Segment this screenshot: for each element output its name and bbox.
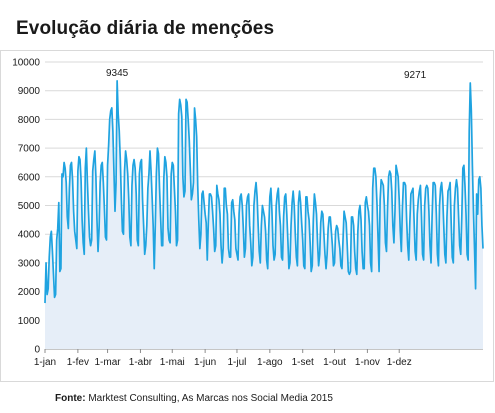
x-tick-label: 1-mai xyxy=(160,357,185,368)
page-title: Evolução diária de menções xyxy=(16,18,275,39)
y-tick-label: 6000 xyxy=(18,172,41,183)
y-tick-label: 3000 xyxy=(18,258,41,269)
x-tick-label: 1-abr xyxy=(129,357,153,368)
source-text: Marktest Consulting, As Marcas nos Socia… xyxy=(88,393,333,404)
source-label: Fonte: xyxy=(55,393,86,404)
x-tick-label: 1-out xyxy=(323,357,346,368)
chart-frame xyxy=(0,50,494,382)
x-tick-label: 1-jan xyxy=(34,357,56,368)
y-tick-label: 1000 xyxy=(18,316,41,327)
x-tick-label: 1-dez xyxy=(387,357,412,368)
x-tick-label: 1-nov xyxy=(355,357,380,368)
source-note: Fonte: Marktest Consulting, As Marcas no… xyxy=(55,393,333,404)
x-tick-label: 1-jul xyxy=(228,357,247,368)
y-tick-label: 0 xyxy=(34,345,40,356)
x-tick-label: 1-ago xyxy=(257,357,283,368)
peak-annotation: 9345 xyxy=(106,68,129,79)
x-tick-label: 1-mar xyxy=(95,357,122,368)
y-tick-label: 5000 xyxy=(18,201,41,212)
x-tick-label: 1-set xyxy=(292,357,314,368)
y-tick-label: 7000 xyxy=(18,144,41,155)
series-line xyxy=(44,79,484,304)
x-tick-label: 1-jun xyxy=(194,357,216,368)
y-tick-label: 8000 xyxy=(18,115,41,126)
y-tick-label: 9000 xyxy=(18,86,41,97)
peak-annotation: 9271 xyxy=(404,70,427,81)
y-tick-label: 2000 xyxy=(18,287,41,298)
x-tick-label: 1-fev xyxy=(67,357,89,368)
y-tick-label: 10000 xyxy=(12,58,40,69)
y-tick-label: 4000 xyxy=(18,230,41,241)
